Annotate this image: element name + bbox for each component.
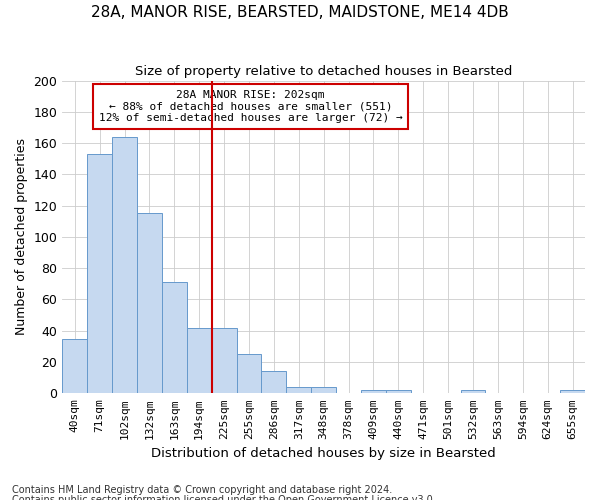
Bar (62, 338, 87, 394)
Text: 28A MANOR RISE: 202sqm
← 88% of detached houses are smaller (551)
12% of semi-de: 28A MANOR RISE: 202sqm ← 88% of detached… (98, 90, 403, 123)
Bar (262, 372, 286, 394)
Y-axis label: Number of detached properties: Number of detached properties (15, 138, 28, 336)
Text: Contains HM Land Registry data © Crown copyright and database right 2024.: Contains HM Land Registry data © Crown c… (12, 485, 392, 495)
Bar (286, 387, 311, 394)
Bar (236, 354, 262, 394)
Bar (212, 328, 236, 394)
Bar (112, 137, 137, 394)
Bar (560, 390, 585, 394)
Text: 28A, MANOR RISE, BEARSTED, MAIDSTONE, ME14 4DB: 28A, MANOR RISE, BEARSTED, MAIDSTONE, ME… (91, 5, 509, 20)
Bar (361, 390, 386, 394)
Bar (461, 390, 485, 394)
Bar (311, 387, 336, 394)
Bar (187, 328, 212, 394)
Bar (386, 390, 411, 394)
Bar (137, 214, 162, 394)
Text: Contains public sector information licensed under the Open Government Licence v3: Contains public sector information licen… (12, 495, 436, 500)
Bar (87, 154, 112, 394)
Title: Size of property relative to detached houses in Bearsted: Size of property relative to detached ho… (135, 65, 512, 78)
Bar (162, 282, 187, 394)
X-axis label: Distribution of detached houses by size in Bearsted: Distribution of detached houses by size … (151, 447, 496, 460)
